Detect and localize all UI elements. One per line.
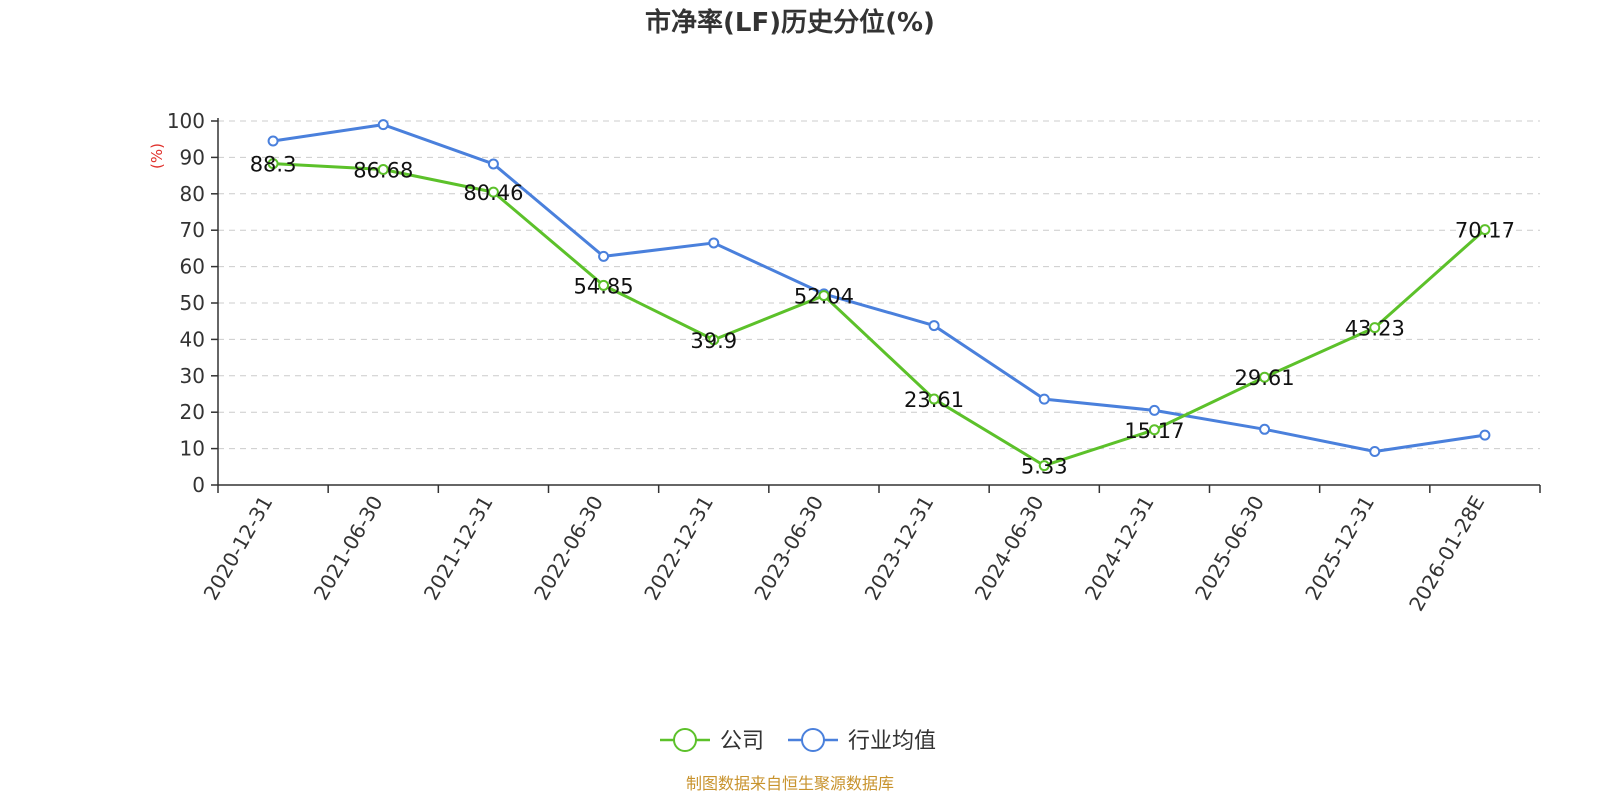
legend-label: 行业均值 <box>848 729 936 754</box>
grid-layer <box>218 120 1540 450</box>
x-tick-label: 2022-12-31 <box>639 492 718 605</box>
data-point[interactable] <box>1038 460 1050 472</box>
data-label-layer: 88.3 86.68 80.46 54.85 39.9 52.04 23.61 5.33 15.… <box>250 153 1515 479</box>
x-tick-label: 2021-12-31 <box>419 491 498 604</box>
y-tick-label: 70 <box>180 218 205 242</box>
data-label: 80.46 <box>463 181 523 205</box>
y-tick-label: 40 <box>180 327 205 351</box>
data-point[interactable] <box>708 237 720 249</box>
legend-marker <box>801 728 825 752</box>
data-label: 15.17 <box>1124 419 1184 443</box>
data-label: 43.23 <box>1345 317 1405 341</box>
series-line <box>272 123 1486 454</box>
x-tick-label: 2024-06-30 <box>970 492 1049 605</box>
legend-marker <box>673 728 697 752</box>
y-tick-label: 50 <box>180 291 205 315</box>
series-1 <box>267 119 1491 458</box>
data-label: 70.17 <box>1455 219 1515 243</box>
y-tick-label: 80 <box>180 182 205 206</box>
data-label: 52.04 <box>794 285 854 309</box>
data-label: 39.9 <box>690 329 737 353</box>
y-tick-label: 30 <box>180 364 205 388</box>
data-point[interactable] <box>1479 224 1491 236</box>
data-point[interactable] <box>1038 393 1050 405</box>
legend-item-1[interactable]: 行业均值 <box>788 728 936 754</box>
y-tick-label: 10 <box>180 437 205 461</box>
data-point[interactable] <box>1148 404 1160 416</box>
data-point[interactable] <box>1479 429 1491 441</box>
data-point[interactable] <box>1259 423 1271 435</box>
series-line <box>273 162 1486 468</box>
data-label: 5.33 <box>1021 455 1068 479</box>
y-tick-label: 100 <box>167 109 205 133</box>
series-layer <box>267 119 1491 472</box>
y-tick-label: 60 <box>180 255 205 279</box>
x-tick-label: 2020-12-31 <box>199 492 278 605</box>
y-tick-label: 0 <box>192 473 205 497</box>
data-label: 29.61 <box>1235 366 1295 390</box>
data-point[interactable] <box>377 119 389 131</box>
data-point[interactable] <box>598 250 610 262</box>
x-tick-label: 2022-06-30 <box>529 492 608 605</box>
data-point[interactable] <box>1369 322 1381 334</box>
data-label: 88.3 <box>250 153 297 177</box>
x-tick-label: 2024-12-31 <box>1080 492 1159 605</box>
x-tick-label: 2025-12-31 <box>1300 492 1379 605</box>
data-point[interactable] <box>1259 371 1271 383</box>
data-label: 54.85 <box>574 274 634 298</box>
axis-layer: 0 10 20 30 40 50 60 70 80 90 100 2020-12-31 2021-06-… <box>167 109 1541 616</box>
x-tick-label: 2023-06-30 <box>749 492 828 605</box>
series-0 <box>267 158 1491 472</box>
x-tick-label: 2023-12-31 <box>860 491 939 604</box>
x-tick-label: 2026-01-28E <box>1404 492 1489 616</box>
data-point[interactable] <box>267 135 279 147</box>
data-point[interactable] <box>267 158 279 170</box>
source-note: 制图数据来自恒生聚源数据库 <box>686 774 894 793</box>
data-point[interactable] <box>487 186 499 198</box>
data-point[interactable] <box>708 334 720 346</box>
x-tick-label: 2025-06-30 <box>1190 492 1269 605</box>
y-tick-label: 20 <box>180 400 205 424</box>
data-point[interactable] <box>487 158 499 170</box>
y-axis-label: (%) <box>148 143 166 169</box>
data-label: 86.68 <box>353 158 413 182</box>
data-point[interactable] <box>377 163 389 175</box>
legend-label: 公司 <box>720 729 764 754</box>
legend-item-0[interactable]: 公司 <box>660 728 764 754</box>
y-tick-label: 90 <box>180 145 205 169</box>
data-point[interactable] <box>1148 424 1160 436</box>
data-point[interactable] <box>1369 446 1381 458</box>
legend: 公司 行业均值 <box>660 728 936 754</box>
data-point[interactable] <box>598 279 610 291</box>
data-point[interactable] <box>818 290 830 302</box>
data-point[interactable] <box>928 393 940 405</box>
x-tick-label: 2021-06-30 <box>309 492 388 605</box>
chart-title: 市净率(LF)历史分位(%) <box>645 7 935 38</box>
data-point[interactable] <box>928 320 940 332</box>
data-label: 23.61 <box>904 388 964 412</box>
